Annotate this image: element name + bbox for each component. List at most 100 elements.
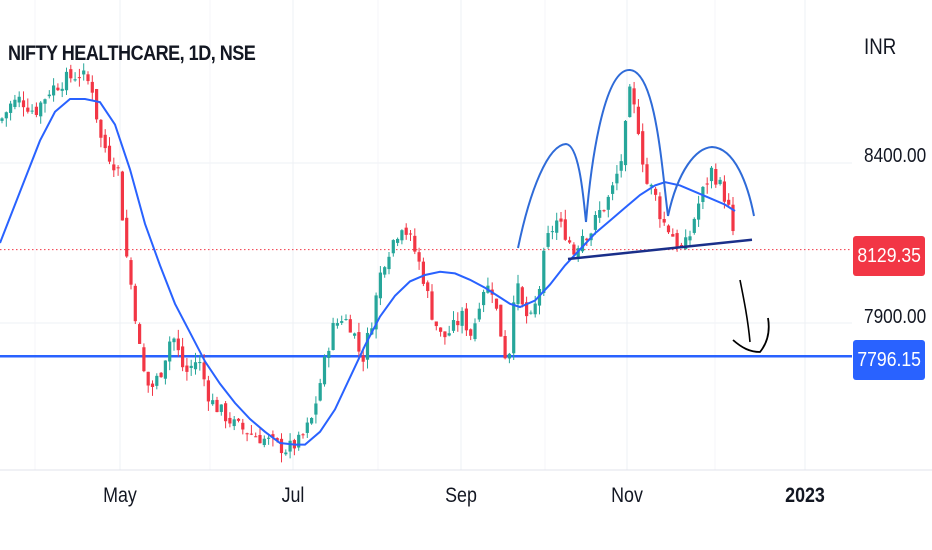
- candle-body: [125, 217, 129, 257]
- candle-body: [598, 210, 602, 218]
- candle-body: [176, 338, 180, 351]
- candle: [525, 296, 529, 324]
- candle-body: [241, 422, 245, 430]
- candle: [615, 165, 619, 191]
- candle-body: [172, 338, 176, 343]
- candle-body: [477, 308, 481, 320]
- candle-body: [658, 196, 662, 220]
- candle: [705, 177, 709, 194]
- candle-body: [378, 272, 382, 299]
- candle-body: [365, 332, 370, 360]
- candle-body: [426, 282, 430, 292]
- candle: [387, 252, 391, 275]
- candle: [155, 373, 159, 390]
- candle-body: [641, 131, 645, 165]
- candle: [714, 163, 718, 188]
- candle: [516, 274, 520, 311]
- candle: [30, 104, 34, 115]
- candle-body: [99, 119, 103, 138]
- candle-body: [606, 196, 610, 210]
- candle-body: [451, 320, 456, 331]
- candle: [568, 236, 572, 244]
- candle-body: [580, 235, 585, 252]
- candle-body: [116, 167, 120, 169]
- candle: [542, 247, 546, 296]
- candle: [39, 101, 43, 124]
- candle-body: [679, 244, 683, 246]
- candle: [305, 417, 309, 439]
- last-price-badge[interactable]: 8129.35: [853, 236, 925, 276]
- candle: [408, 230, 413, 241]
- candle: [56, 83, 60, 92]
- candle: [232, 416, 236, 431]
- candle-body: [133, 285, 137, 322]
- candle: [507, 352, 511, 364]
- candle-body: [95, 89, 99, 120]
- candle-body: [572, 244, 576, 255]
- candle: [73, 72, 77, 82]
- arrow-shaft: [739, 279, 751, 343]
- candle-body: [714, 169, 718, 185]
- candle: [439, 327, 443, 337]
- candle-body: [443, 331, 447, 338]
- x-tick-sep: Sep: [445, 484, 477, 507]
- level-price-badge[interactable]: 7796.15: [853, 340, 925, 380]
- candle: [344, 314, 348, 321]
- candle: [598, 201, 602, 223]
- candle: [219, 404, 223, 416]
- candle: [718, 177, 722, 186]
- neckline: [567, 238, 753, 261]
- candle-body: [318, 383, 322, 401]
- candle: [163, 360, 167, 385]
- candle-body: [520, 287, 524, 305]
- candle-body: [434, 321, 438, 327]
- candle-body: [709, 167, 714, 182]
- y-tick-8400: 8400.00: [864, 145, 927, 167]
- candle: [537, 285, 542, 315]
- candle: [318, 378, 322, 402]
- candle-body: [447, 333, 451, 336]
- candle-body: [271, 434, 275, 438]
- candle-body: [666, 225, 671, 233]
- candle-body: [82, 70, 86, 75]
- candle-body: [344, 319, 348, 321]
- candle-body: [568, 240, 572, 243]
- candle: [477, 302, 481, 322]
- candle-body: [297, 434, 301, 448]
- candle: [606, 195, 610, 218]
- candle-body: [0, 118, 4, 121]
- candle-body: [9, 103, 13, 113]
- candle-body: [193, 362, 198, 370]
- candle: [503, 330, 507, 360]
- candle-body: [632, 88, 636, 105]
- moving-average: [0, 98, 736, 446]
- candle-body: [623, 120, 628, 166]
- candle: [555, 212, 559, 240]
- candle-body: [727, 199, 731, 205]
- candle-body: [705, 183, 709, 185]
- candle-body: [417, 252, 421, 262]
- candle: [365, 327, 370, 369]
- candle-body: [103, 134, 107, 149]
- x-tick-may: May: [103, 484, 137, 507]
- candle: [447, 325, 451, 337]
- candle: [150, 380, 155, 396]
- candle: [550, 225, 554, 240]
- candle: [658, 192, 662, 228]
- candle: [284, 449, 288, 456]
- candle: [60, 82, 64, 98]
- grid: [0, 0, 932, 471]
- candle-body: [245, 433, 249, 435]
- candle-body: [30, 110, 34, 112]
- candle: [64, 67, 69, 95]
- candle-body: [529, 312, 533, 314]
- candle: [593, 211, 597, 235]
- left-shoulder-arc: [517, 142, 587, 249]
- candle-body: [413, 235, 417, 252]
- last-price-value: 8129.35: [857, 245, 921, 267]
- candle: [314, 396, 318, 424]
- candles: [0, 63, 735, 463]
- candle: [469, 328, 473, 341]
- candle: [460, 307, 464, 334]
